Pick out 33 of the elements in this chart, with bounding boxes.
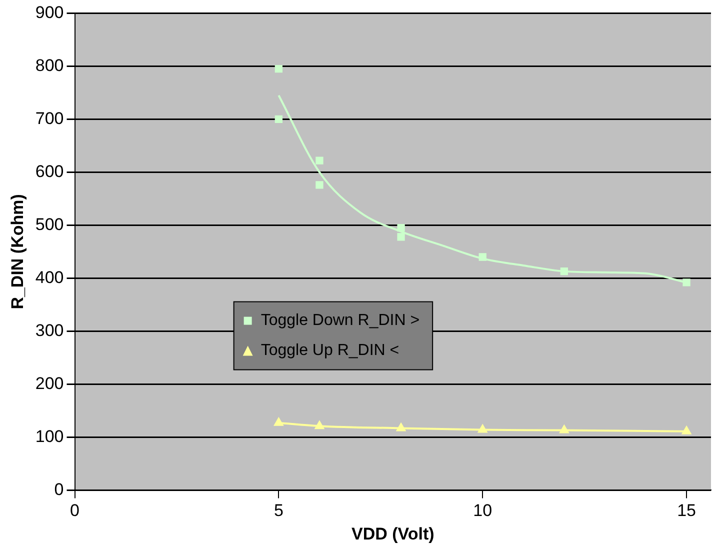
point [274,115,283,124]
y-tick-label: 800 [35,56,64,75]
y-tick-label: 600 [35,162,64,181]
y-tick-label: 100 [35,426,64,446]
legend-label: Toggle Up R_DIN < [260,342,400,360]
y-tick-label: 400 [35,268,64,287]
y-axis-title: R_DIN (Kohm) [8,194,27,310]
point [478,424,488,433]
y-tick-label: 500 [35,214,64,234]
x-axis-title: VDD (Volt) [351,524,434,544]
y-tick-label: 300 [35,320,64,340]
point [396,423,406,432]
x-tick-label: 15 [677,501,696,520]
point [682,278,690,286]
x-tick-label: 5 [274,501,284,520]
x-tick-label: 10 [473,501,492,520]
y-tick-label: 900 [35,2,64,22]
point [315,421,324,430]
y-tick-label: 200 [35,374,64,393]
legend-label: Toggle Down R_DIN > [260,312,420,330]
point [560,267,568,276]
y-tick-label: 0 [54,480,64,499]
point [478,253,486,261]
point [397,233,405,241]
point [560,425,569,434]
x-tick-label: 0 [70,501,80,520]
point [682,426,691,434]
point [274,418,284,426]
y-tick-label: 700 [35,108,64,128]
point [316,156,324,164]
point [274,65,283,73]
point [316,181,324,189]
point [397,224,405,232]
